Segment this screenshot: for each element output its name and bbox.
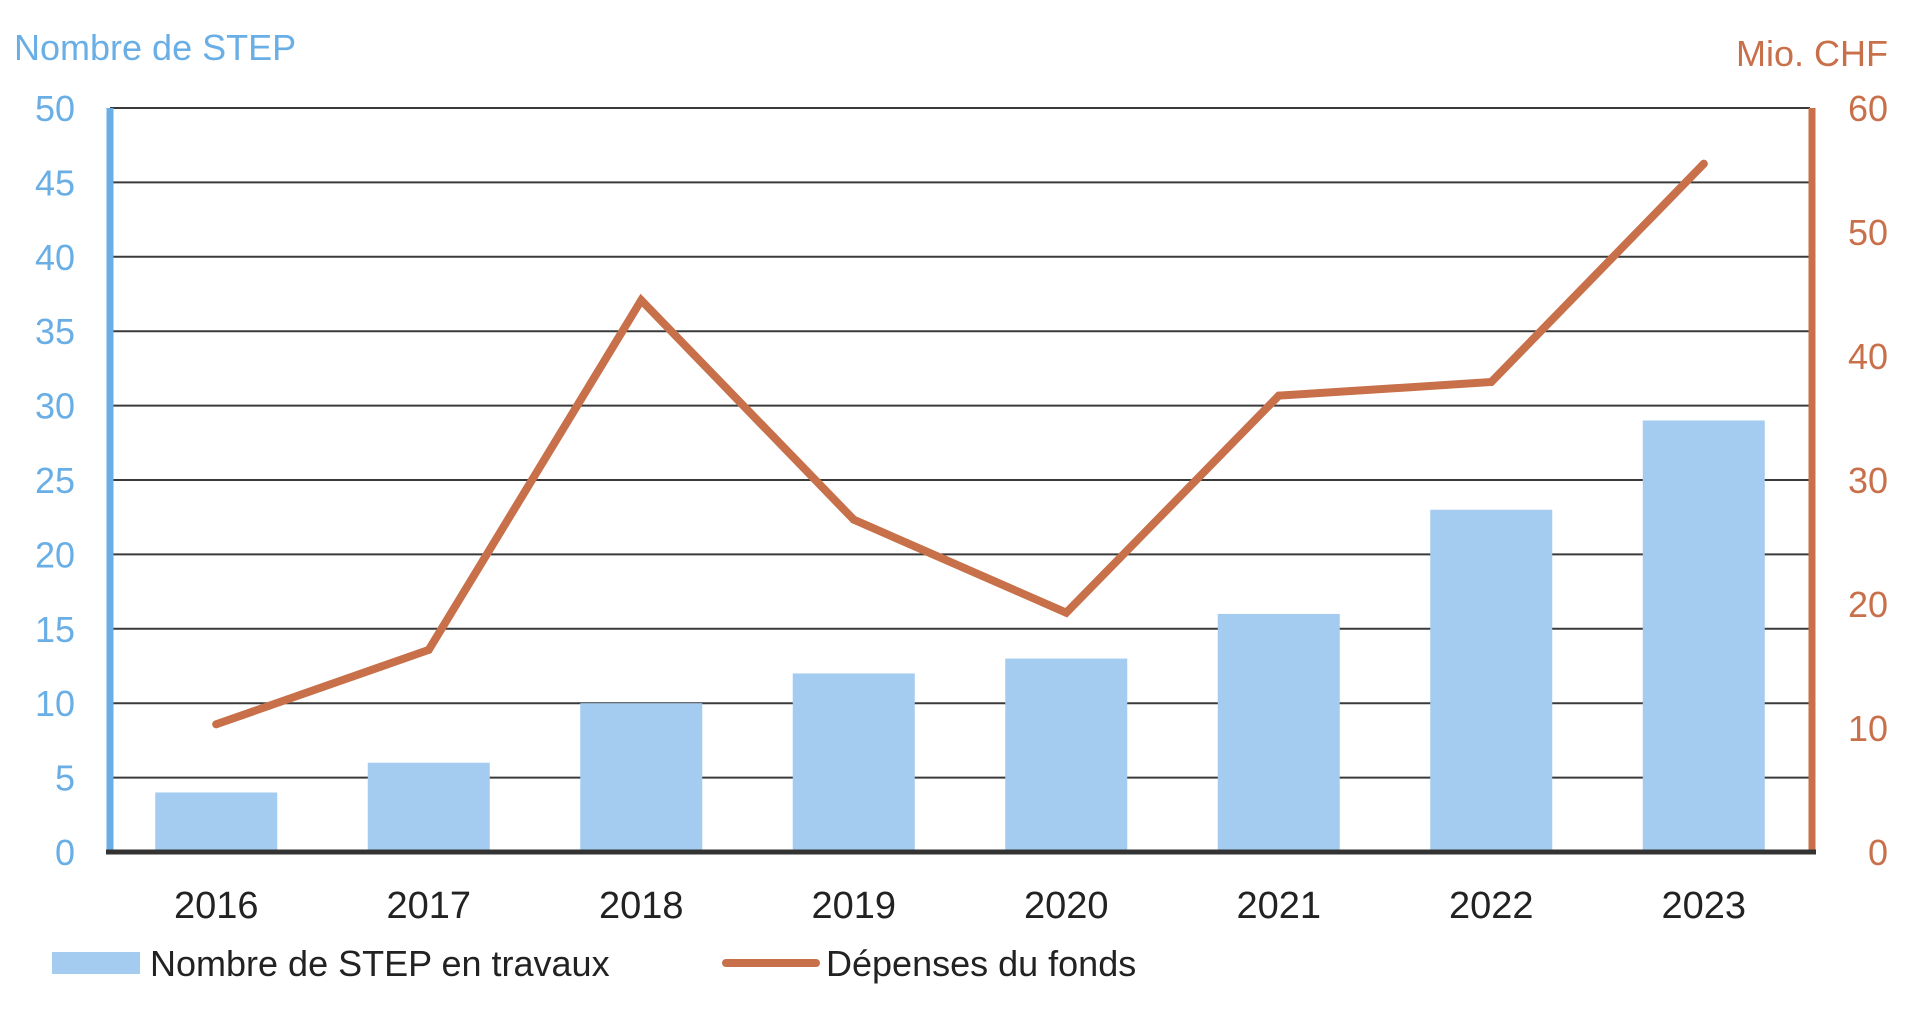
- x-tick-label: 2019: [811, 885, 896, 927]
- right-tick-label: 60: [1848, 88, 1888, 129]
- bar-2016: [155, 792, 278, 852]
- legend-swatch-bars: [52, 952, 140, 974]
- line-point-2016: [212, 720, 221, 729]
- right-tick-label: 30: [1848, 460, 1888, 501]
- x-tick-label: 2022: [1449, 885, 1534, 927]
- left-axis-title: Nombre de STEP: [14, 27, 296, 68]
- x-tick-label: 2020: [1024, 885, 1109, 927]
- bar-2020: [1005, 658, 1128, 852]
- axes: [106, 108, 1816, 855]
- x-tick-label: 2016: [174, 885, 259, 927]
- line-point-2021: [1274, 391, 1283, 400]
- left-tick-label: 15: [35, 609, 75, 650]
- left-tick-label: 35: [35, 311, 75, 352]
- right-tick-label: 10: [1848, 708, 1888, 749]
- left-tick-label: 5: [55, 758, 75, 799]
- tick-labels: 0 5 10 15 20 25 30 35 40 45 50 0 10 20 30 40 50 60 2016 201…: [35, 88, 1888, 927]
- line-point-2023: [1699, 159, 1708, 168]
- line-point-2018: [637, 296, 646, 305]
- line-point-2022: [1487, 378, 1496, 387]
- left-tick-label: 30: [35, 386, 75, 427]
- legend: Nombre de STEP en travaux Dépenses du fo…: [52, 943, 1136, 984]
- bar-2021: [1217, 613, 1340, 852]
- left-tick-label: 45: [35, 162, 75, 203]
- gridlines: [110, 107, 1810, 779]
- x-tick-label: 2018: [599, 885, 684, 927]
- x-tick-label: 2021: [1236, 885, 1321, 927]
- bar-2017: [367, 762, 490, 852]
- x-tick-label: 2023: [1661, 885, 1746, 927]
- right-axis-title: Mio. CHF: [1736, 33, 1888, 74]
- line-point-2019: [849, 515, 858, 524]
- right-tick-label: 50: [1848, 212, 1888, 253]
- left-tick-label: 0: [55, 832, 75, 873]
- line-series: [212, 159, 1708, 729]
- left-tick-label: 20: [35, 534, 75, 575]
- bar-2018: [580, 703, 703, 852]
- bar-2022: [1430, 509, 1553, 852]
- line-depenses: [212, 159, 1708, 729]
- legend-label-line: Dépenses du fonds: [826, 943, 1136, 984]
- x-tick-label: 2017: [386, 885, 471, 927]
- right-tick-label: 40: [1848, 336, 1888, 377]
- line-point-2017: [424, 645, 433, 654]
- left-tick-label: 25: [35, 460, 75, 501]
- left-tick-label: 50: [35, 88, 75, 129]
- legend-label-bars: Nombre de STEP en travaux: [150, 943, 610, 984]
- right-tick-label: 0: [1868, 832, 1888, 873]
- bar-series: [155, 420, 1765, 852]
- right-tick-label: 20: [1848, 584, 1888, 625]
- line-point-2020: [1062, 608, 1071, 617]
- bar-2023: [1642, 420, 1765, 852]
- left-tick-label: 10: [35, 683, 75, 724]
- left-tick-label: 40: [35, 237, 75, 278]
- bar-2019: [792, 673, 915, 852]
